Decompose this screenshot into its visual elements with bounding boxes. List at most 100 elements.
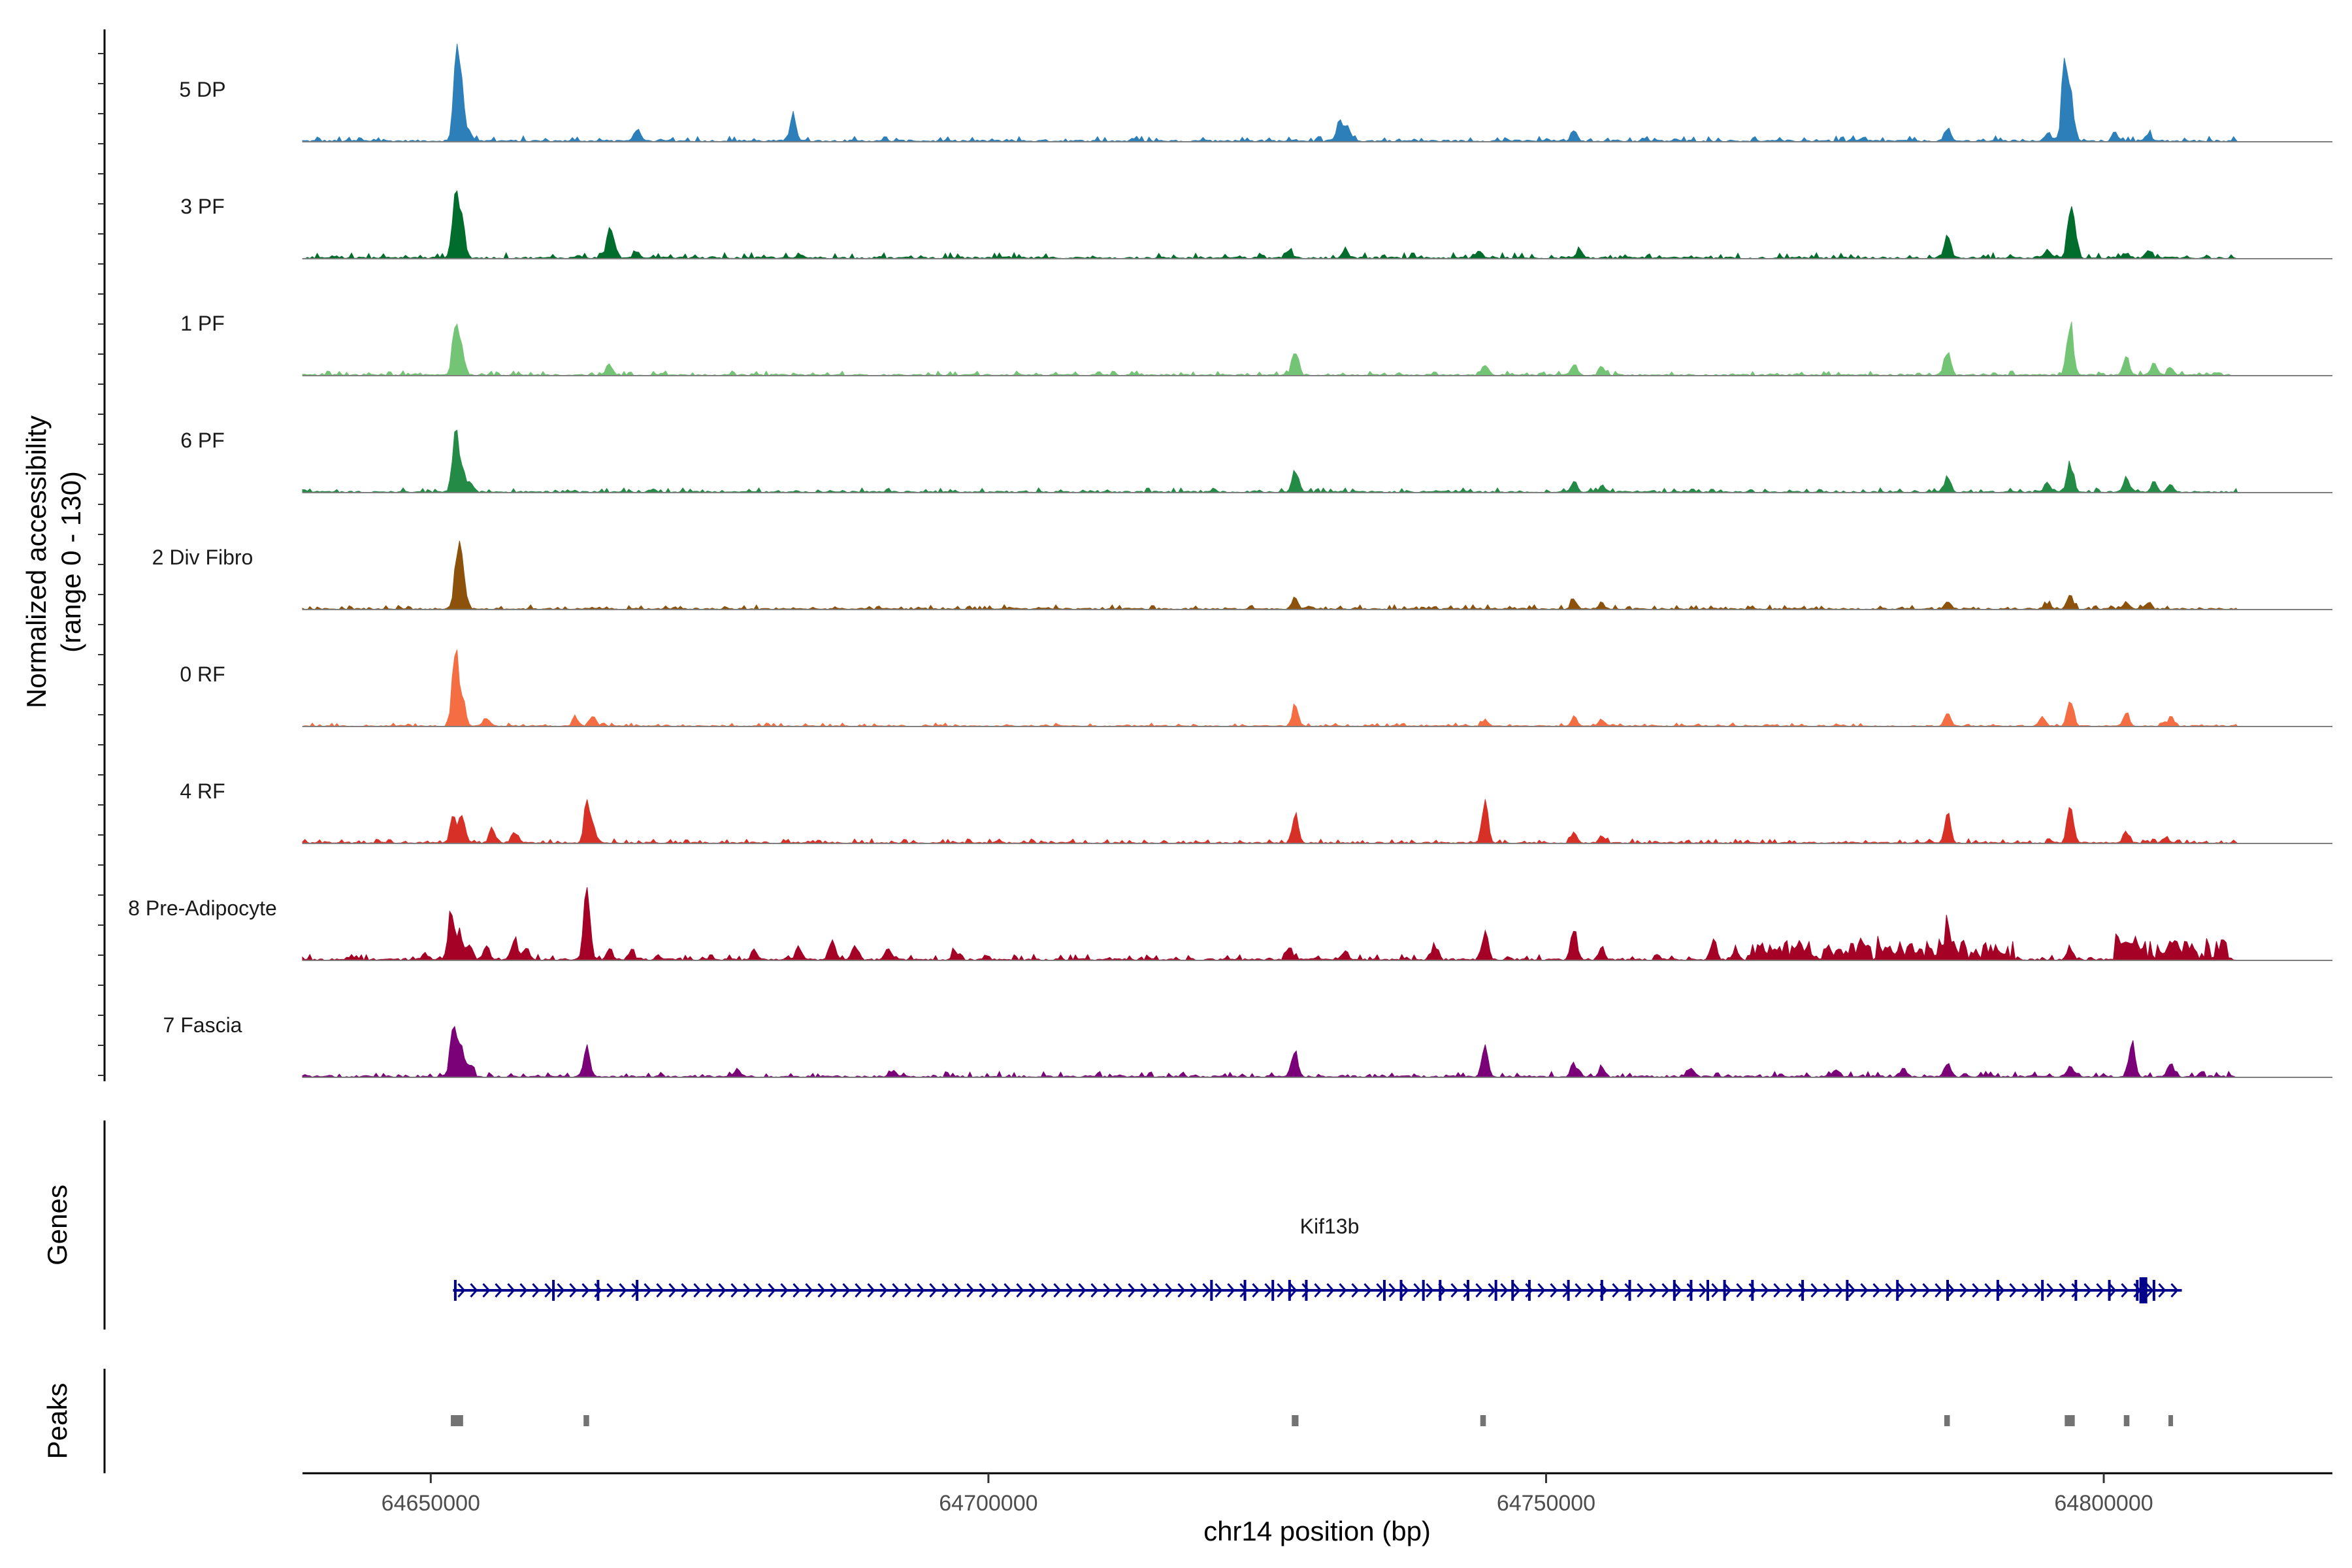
- strand-arrow: [1872, 1282, 1881, 1298]
- strand-arrow: [1301, 1282, 1310, 1298]
- exon: [1494, 1280, 1497, 1301]
- exon: [1690, 1280, 1693, 1301]
- strand-arrow: [1798, 1282, 1806, 1298]
- exon: [1243, 1280, 1247, 1301]
- y-axis-range: (range 0 - 130): [56, 471, 86, 653]
- coverage-area: [302, 321, 2238, 376]
- strand-arrow: [1997, 1282, 2005, 1298]
- exon: [1846, 1280, 1849, 1301]
- strand-arrow: [1165, 1282, 1173, 1298]
- strand-arrow: [2108, 1282, 2117, 1298]
- genes-panel-label: Genes: [42, 1184, 73, 1266]
- strand-arrow: [1848, 1282, 1856, 1298]
- strand-arrow: [817, 1282, 826, 1298]
- strand-arrow: [1575, 1282, 1583, 1298]
- strand-arrow: [1103, 1282, 1111, 1298]
- exon: [1600, 1280, 1603, 1301]
- strand-arrow: [1773, 1282, 1782, 1298]
- strand-arrow: [1277, 1282, 1285, 1298]
- exon: [1946, 1280, 1950, 1301]
- track-2-div-fibro: 2 Div Fibro: [152, 540, 2332, 610]
- strand-arrow: [1190, 1282, 1198, 1298]
- strand-arrow: [979, 1282, 987, 1298]
- gene-model: [453, 1277, 2182, 1303]
- strand-arrow: [1786, 1282, 1794, 1298]
- strand-arrow: [1711, 1282, 1720, 1298]
- strand-arrow: [1041, 1282, 1049, 1298]
- strand-arrow: [1512, 1282, 1521, 1298]
- peaks-panel-label: Peaks: [42, 1383, 73, 1460]
- strand-arrow: [892, 1282, 900, 1298]
- strand-arrow: [693, 1282, 702, 1298]
- strand-arrow: [1761, 1282, 1769, 1298]
- exon: [636, 1280, 639, 1301]
- strand-arrow: [1810, 1282, 1819, 1298]
- strand-arrow: [1351, 1282, 1360, 1298]
- coverage-area: [302, 887, 2238, 962]
- track-label: 8 Pre-Adipocyte: [128, 896, 277, 920]
- strand-arrow: [1314, 1282, 1322, 1298]
- strand-arrow: [2170, 1282, 2179, 1298]
- strand-arrow: [1823, 1282, 1831, 1298]
- strand-arrow: [507, 1282, 515, 1298]
- x-tick-label: 64750000: [1497, 1491, 1595, 1516]
- exon: [1751, 1280, 1754, 1301]
- strand-arrow: [1053, 1282, 1062, 1298]
- strand-arrow: [2021, 1282, 2030, 1298]
- strand-arrow: [1463, 1282, 1471, 1298]
- track-4-rf: 4 RF: [180, 779, 2332, 844]
- track-label: 7 Fascia: [163, 1013, 242, 1037]
- track-label: 5 DP: [179, 78, 225, 101]
- peak-region: [1480, 1415, 1486, 1426]
- strand-arrow: [569, 1282, 578, 1298]
- exon: [1210, 1280, 1213, 1301]
- strand-arrow: [1860, 1282, 1869, 1298]
- strand-arrow: [1723, 1282, 1732, 1298]
- strand-arrow: [2046, 1282, 2055, 1298]
- strand-arrow: [941, 1282, 950, 1298]
- strand-arrow: [1947, 1282, 1955, 1298]
- strand-arrow: [1140, 1282, 1149, 1298]
- track-7-fascia: 7 Fascia: [163, 1013, 2332, 1078]
- exon: [1466, 1280, 1469, 1301]
- peak-region: [2123, 1415, 2130, 1426]
- strand-arrow: [1339, 1282, 1347, 1298]
- coverage-area: [302, 43, 2238, 142]
- strand-arrow: [656, 1282, 664, 1298]
- exon: [2136, 1280, 2139, 1301]
- strand-arrow: [2121, 1282, 2129, 1298]
- exon: [596, 1280, 600, 1301]
- strand-arrow: [1004, 1282, 1012, 1298]
- coverage-area: [302, 429, 2238, 493]
- track-8-pre-adipocyte: 8 Pre-Adipocyte: [128, 887, 2332, 962]
- strand-arrow: [1922, 1282, 1931, 1298]
- x-tick-label: 64700000: [939, 1491, 1037, 1516]
- strand-arrow: [842, 1282, 851, 1298]
- x-axis-title: chr14 position (bp): [1203, 1516, 1431, 1546]
- exon: [1511, 1280, 1514, 1301]
- exon: [1801, 1280, 1805, 1301]
- strand-arrow: [730, 1282, 739, 1298]
- strand-arrow: [1525, 1282, 1533, 1298]
- track-label: 2 Div Fibro: [152, 546, 253, 569]
- strand-arrow: [1364, 1282, 1372, 1298]
- strand-arrow: [1450, 1282, 1459, 1298]
- track-1-pf: 1 PF: [180, 312, 2332, 376]
- strand-arrow: [743, 1282, 751, 1298]
- strand-arrow: [1736, 1282, 1744, 1298]
- exon: [1628, 1280, 1631, 1301]
- strand-arrow: [644, 1282, 652, 1298]
- x-tick-label: 64650000: [382, 1491, 480, 1516]
- strand-arrow: [1935, 1282, 1943, 1298]
- strand-arrow: [482, 1282, 491, 1298]
- strand-arrow: [917, 1282, 925, 1298]
- strand-arrow: [557, 1282, 565, 1298]
- strand-arrow: [1177, 1282, 1186, 1298]
- strand-arrow: [619, 1282, 627, 1298]
- strand-arrow: [1289, 1282, 1298, 1298]
- exon: [2108, 1280, 2111, 1301]
- peak-region: [1944, 1415, 1950, 1426]
- exon: [1673, 1280, 1676, 1301]
- strand-arrow: [1128, 1282, 1136, 1298]
- coverage-y-axis: [98, 29, 106, 1081]
